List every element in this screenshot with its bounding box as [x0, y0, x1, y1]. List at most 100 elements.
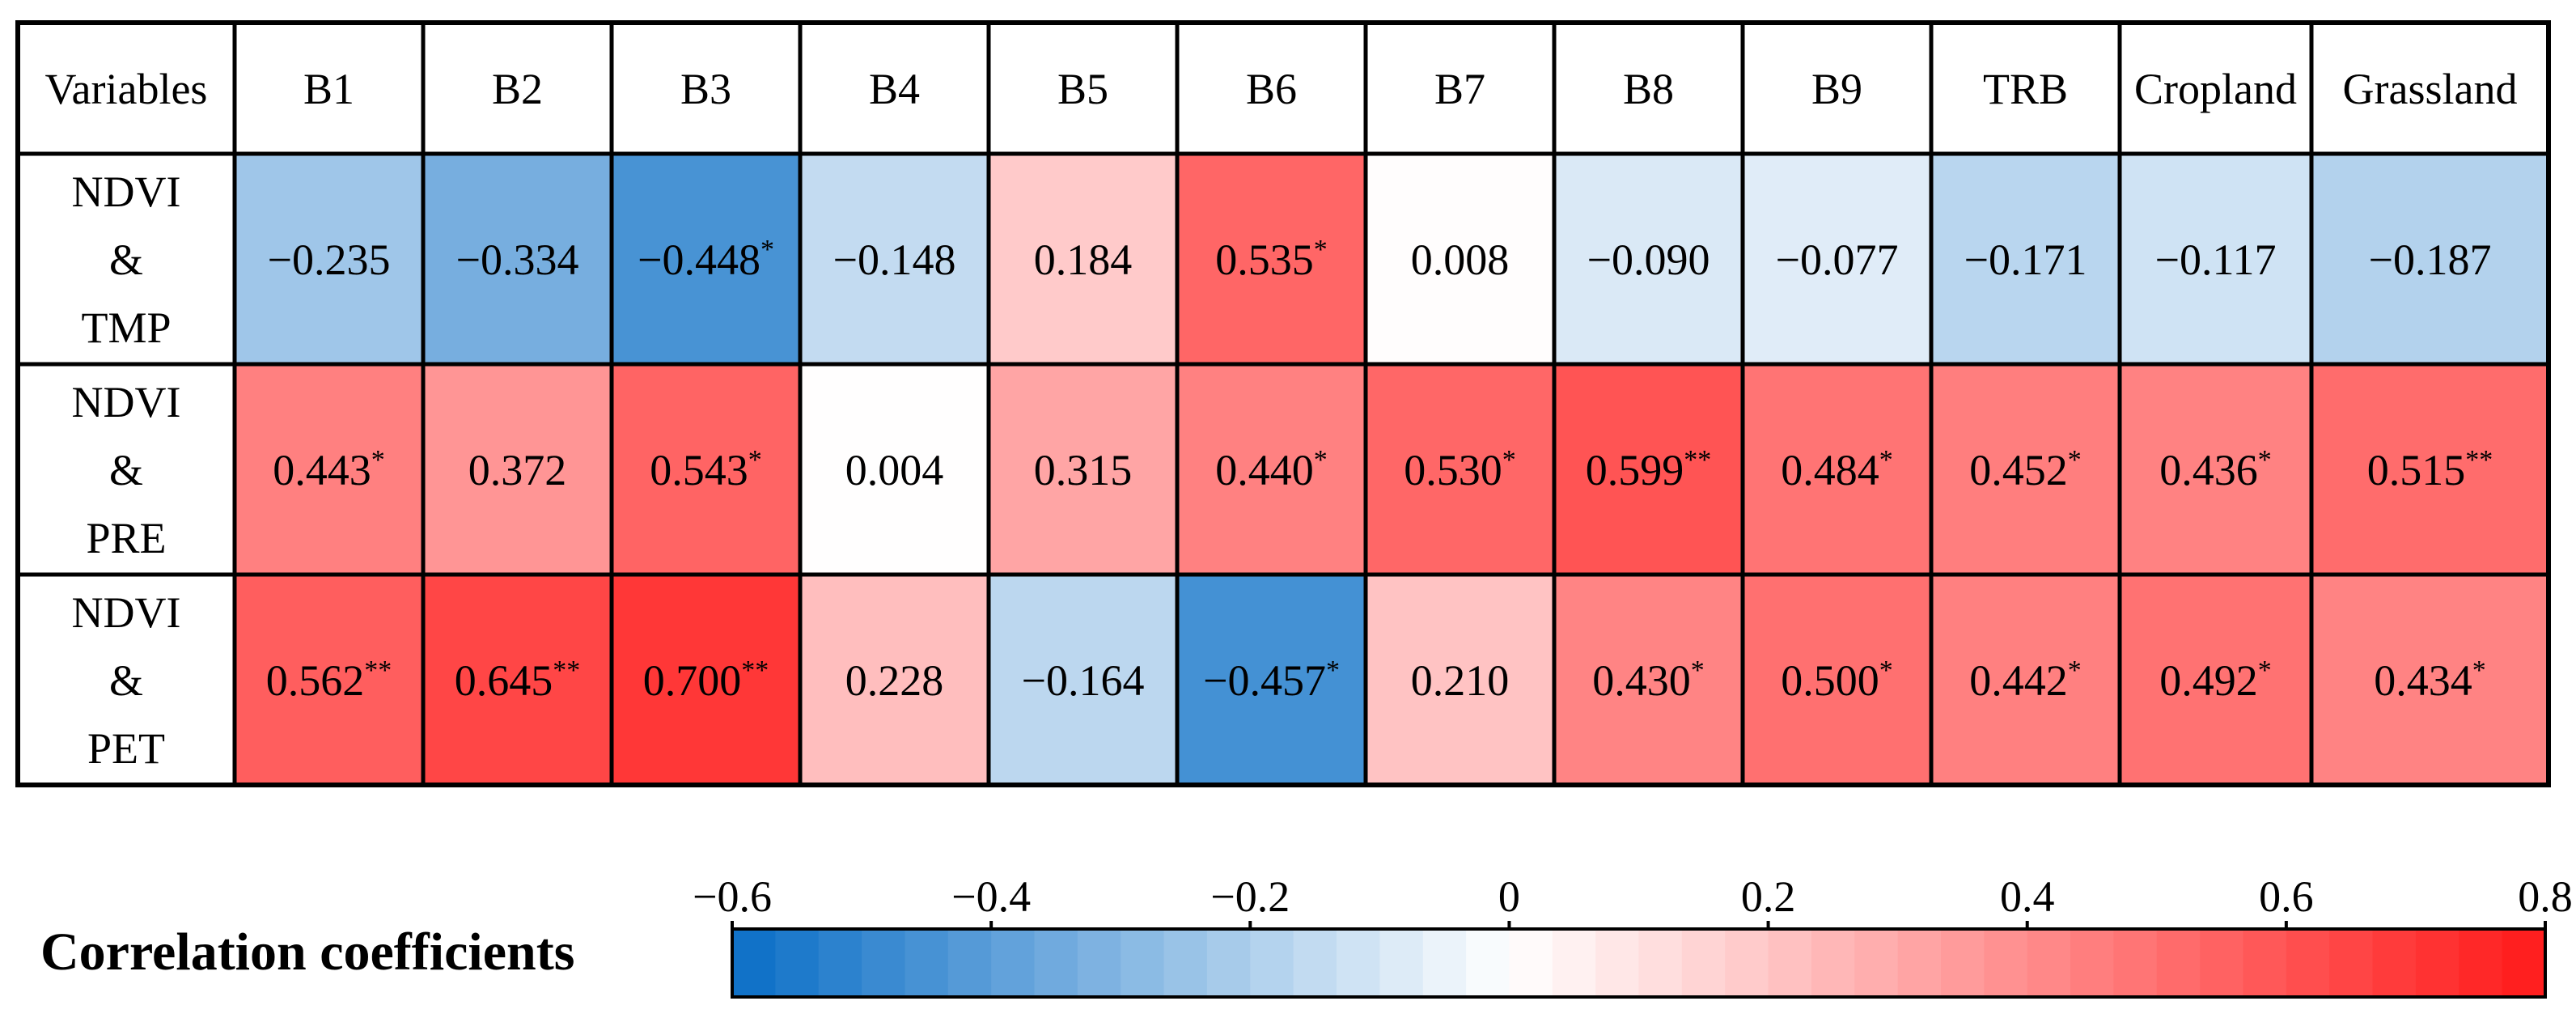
cell-value: 0.228 [845, 656, 944, 705]
column-header-cropland: Cropland [2134, 65, 2297, 113]
cell-value: −0.448* [638, 235, 774, 284]
colorbar-segment [1250, 929, 1294, 997]
column-header-b4: B4 [869, 65, 920, 113]
cell-pre-trb [1931, 364, 2120, 575]
cell-value: 0.315 [1034, 446, 1133, 494]
cell-tmp-trb [1931, 154, 2120, 364]
heatmap-grid [15, 20, 2551, 787]
colorbar-segment [2027, 929, 2071, 997]
column-header-b5: B5 [1057, 65, 1108, 113]
colorbar-tick-label: 0.6 [2259, 872, 2314, 921]
colorbar-segment [1552, 929, 1596, 997]
cell-value: 0.530* [1404, 445, 1516, 494]
column-header-grassland: Grassland [2343, 65, 2518, 113]
cell-pet-b6 [1177, 575, 1366, 785]
cell-tmp-b7 [1366, 154, 1554, 364]
colorbar-ticks: −0.6 −0.4 −0.2 0 0.2 0.4 0.6 0.8 [693, 872, 2573, 929]
colorbar-segment [1422, 929, 1467, 997]
cell-tmp-cropland [2120, 154, 2311, 364]
cell-value: −0.148 [833, 235, 956, 284]
cell-value: −0.117 [2155, 235, 2277, 284]
cell-value: 0.515** [2367, 445, 2493, 494]
cell-pet-grassland [2311, 575, 2548, 785]
colorbar-segment [732, 929, 776, 997]
column-header-b1: B1 [303, 65, 354, 113]
cell-value: 0.430* [1592, 655, 1705, 705]
colorbar-segment [2329, 929, 2374, 997]
cell-pet-b5 [989, 575, 1177, 785]
colorbar-title: Correlation coefficients [40, 923, 574, 982]
colorbar-segment [2113, 929, 2158, 997]
colorbar-segment [2070, 929, 2115, 997]
cell-value: 0.543* [650, 445, 762, 494]
cell-value: 0.184 [1034, 235, 1133, 284]
colorbar-segment [1811, 929, 1855, 997]
colorbar-segment [1768, 929, 1812, 997]
colorbar-segment [2200, 929, 2244, 997]
column-header-b2: B2 [492, 65, 543, 113]
colorbar-segment [1725, 929, 1769, 997]
row-label: & [109, 656, 143, 705]
colorbar-segment [1466, 929, 1510, 997]
column-header-b7: B7 [1434, 65, 1485, 113]
colorbar-tick-label: −0.4 [951, 872, 1031, 921]
colorbar-segment [775, 929, 820, 997]
colorbar-tick-label: −0.2 [1210, 872, 1290, 921]
cell-pre-b3 [612, 364, 800, 575]
colorbar-segment [1941, 929, 1985, 997]
cell-tmp-b3 [612, 154, 800, 364]
cell-pre-b9 [1743, 364, 1931, 575]
cell-value: −0.077 [1776, 235, 1899, 284]
row-label: & [109, 446, 143, 494]
row-label: PET [87, 724, 165, 773]
colorbar-segment [2156, 929, 2201, 997]
cell-value: 0.440* [1215, 445, 1328, 494]
colorbar-segment [1163, 929, 1208, 997]
colorbar-segment [2502, 929, 2546, 997]
row-label: NDVI [72, 378, 181, 426]
colorbar-segments [731, 927, 2547, 999]
cell-value: 0.210 [1411, 656, 1510, 705]
cell-value: −0.090 [1587, 235, 1710, 284]
row-label: PRE [86, 514, 166, 562]
cell-value: 0.645** [455, 655, 581, 705]
colorbar-segment [1293, 929, 1337, 997]
colorbar-segment [1034, 929, 1078, 997]
cell-tmp-b9 [1743, 154, 1931, 364]
column-header-trb: TRB [1983, 65, 2068, 113]
cell-tmp-b5 [989, 154, 1177, 364]
cell-value: −0.171 [1964, 235, 2087, 284]
cell-tmp-b6 [1177, 154, 1366, 364]
cell-pre-b6 [1177, 364, 1366, 575]
heatmap-labels: −0.235 −0.334 −0.448* −0.148 0.184 0.535* 0.00… [45, 65, 2518, 773]
colorbar-tick-label: 0 [1498, 872, 1520, 921]
cell-tmp-b2 [423, 154, 612, 364]
row-label: TMP [81, 303, 171, 352]
colorbar-segment [1121, 929, 1165, 997]
colorbar-segment [1337, 929, 1380, 997]
cell-pre-b8 [1554, 364, 1743, 575]
cell-pet-b1 [235, 575, 423, 785]
colorbar-segment [862, 929, 906, 997]
cell-value: 0.442* [1969, 655, 2082, 705]
cell-pre-grassland [2311, 364, 2548, 575]
cell-pre-b5 [989, 364, 1177, 575]
colorbar-segment [1681, 929, 1726, 997]
colorbar-segment [1206, 929, 1251, 997]
cell-value: −0.164 [1022, 656, 1145, 705]
cell-tmp-b4 [800, 154, 989, 364]
colorbar-segment [2286, 929, 2330, 997]
cell-pet-b9 [1743, 575, 1931, 785]
colorbar-segment [1984, 929, 2028, 997]
cell-value: 0.452* [1969, 445, 2082, 494]
cell-pet-b3 [612, 575, 800, 785]
colorbar-segment [947, 929, 992, 997]
colorbar: −0.6 −0.4 −0.2 0 0.2 0.4 0.6 0.8 Correlation co… [40, 872, 2573, 999]
cell-value: −0.457* [1203, 655, 1340, 705]
colorbar-segment [2372, 929, 2417, 997]
cell-value: 0.004 [845, 446, 944, 494]
cell-value: 0.436* [2159, 445, 2272, 494]
colorbar-frame [731, 927, 2547, 999]
colorbar-segment [905, 929, 949, 997]
